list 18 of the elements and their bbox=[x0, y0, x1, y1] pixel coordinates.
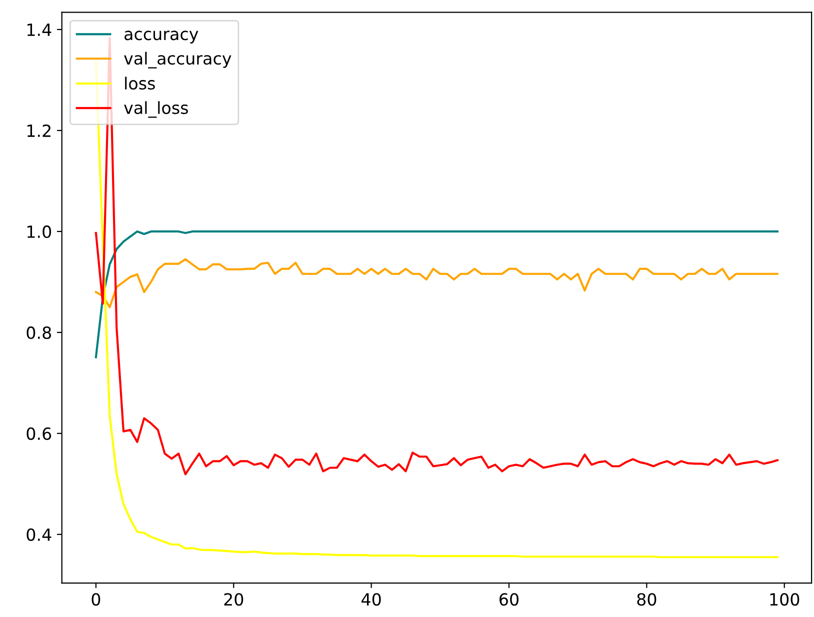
y-tick-label: 1.2 bbox=[27, 124, 50, 137]
y-tick-label: 1.4 bbox=[27, 24, 52, 36]
y-tick-label: 0.4 bbox=[26, 528, 52, 541]
y-tick-label: 0.8 bbox=[26, 326, 51, 340]
line-series bbox=[94, 258, 779, 308]
legend-label: val_loss bbox=[124, 101, 188, 118]
line-series bbox=[94, 230, 779, 358]
x-tick-label: 100 bbox=[770, 593, 800, 606]
x-tick-label: 20 bbox=[224, 593, 244, 606]
legend-label: accuracy bbox=[124, 30, 198, 44]
x-tick-label: 60 bbox=[500, 593, 518, 606]
x-tick-label: 0 bbox=[92, 593, 100, 606]
y-tick-label: 1.0 bbox=[27, 225, 52, 238]
x-tick-label: 40 bbox=[362, 593, 381, 606]
legend-label: val_accuracy bbox=[124, 52, 232, 68]
legend-label: loss bbox=[125, 76, 155, 90]
x-tick-label: 80 bbox=[637, 593, 656, 606]
y-tick-label: 0.6 bbox=[26, 427, 52, 440]
